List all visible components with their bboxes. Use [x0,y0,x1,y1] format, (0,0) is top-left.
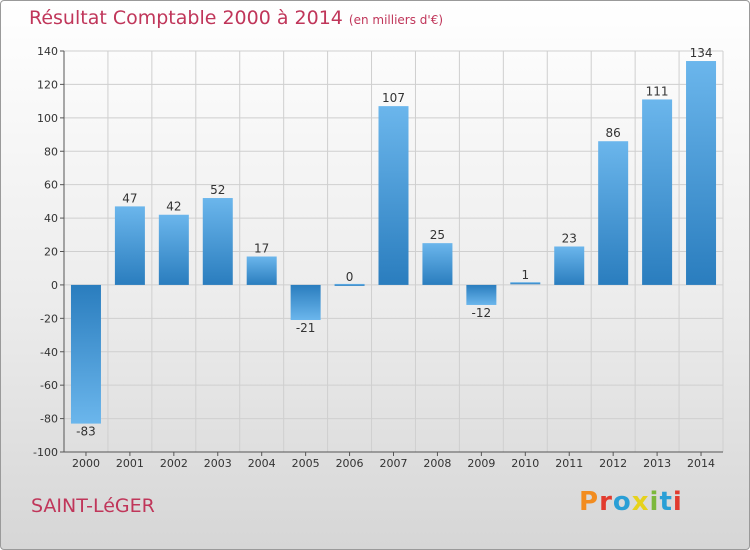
bar-2005 [290,284,321,321]
y-tick-label: 20 [44,246,58,259]
bar-2010 [510,282,541,285]
data-label: -83 [76,425,96,439]
brand-letter: r [599,487,613,517]
y-tick-label: -20 [40,312,58,325]
bar-2013 [642,99,673,285]
data-label: 86 [606,126,621,140]
data-label: -12 [472,306,492,320]
x-tick-label: 2002 [160,457,188,470]
proxiti-logo: Proxiti [579,487,683,517]
x-tick-label: 2006 [336,457,364,470]
bar-2000 [70,284,101,424]
data-label: 17 [254,242,269,256]
data-label: 52 [210,183,225,197]
y-tick-label: 0 [51,279,58,292]
y-tick-label: -40 [40,346,58,359]
x-tick-label: 2013 [643,457,671,470]
brand-letter: i [649,487,660,517]
y-tick-label: 80 [44,145,58,158]
data-label: 111 [646,84,669,98]
x-tick-label: 2009 [467,457,495,470]
x-tick-label: 2010 [511,457,539,470]
x-tick-label: 2011 [555,457,583,470]
data-label: 42 [166,200,181,214]
bar-2001 [114,206,145,285]
data-label: 23 [562,231,577,245]
data-label: 0 [346,270,354,284]
chart-unit: (en milliers d'€) [348,13,444,27]
bars [70,61,717,424]
data-label: -21 [296,321,316,335]
x-tick-label: 2001 [116,457,144,470]
y-tick-label: -100 [33,446,58,459]
bar-2006 [334,283,365,286]
bar-2012 [598,141,629,285]
x-tick-label: 2000 [72,457,100,470]
data-label: 107 [382,91,405,105]
y-tick-label: 140 [37,45,58,58]
brand-letter: x [631,487,650,517]
bar-2003 [202,198,233,285]
x-tick-label: 2012 [599,457,627,470]
brand-letter: t [659,487,673,517]
data-label: 25 [430,228,445,242]
data-label: 134 [690,46,713,60]
chart-title-text: Résultat Comptable 2000 à 2014 [29,7,343,29]
data-label: 1 [521,268,529,282]
data-label: 47 [122,191,137,205]
x-tick-label: 2014 [687,457,715,470]
bar-2007 [378,106,409,285]
place-name: SAINT-LéGER [31,495,155,517]
chart-title: Résultat Comptable 2000 à 2014 (en millie… [29,7,443,29]
x-tick-label: 2008 [423,457,451,470]
x-tick-label: 2007 [380,457,408,470]
bar-2002 [158,214,189,285]
x-tick-label: 2004 [248,457,276,470]
y-tick-label: -60 [40,379,58,392]
brand-letter: i [672,487,683,517]
y-tick-label: 60 [44,179,58,192]
brand-letter: P [579,487,600,517]
bar-2004 [246,256,277,285]
bar-2014 [686,61,717,285]
y-tick-label: 40 [44,212,58,225]
bar-2011 [554,246,585,285]
x-tick-label: 2005 [292,457,320,470]
y-tick-label: -80 [40,413,58,426]
bar-2008 [422,243,453,285]
y-tick-label: 100 [37,112,58,125]
x-tick-label: 2003 [204,457,232,470]
bar-2009 [466,284,497,305]
brand-letter: o [612,487,632,517]
data-labels: -83 47 42 52 17 -21 0 107 25 -12 1 23 86 111 134 [76,46,712,439]
y-tick-label: 120 [37,78,58,91]
